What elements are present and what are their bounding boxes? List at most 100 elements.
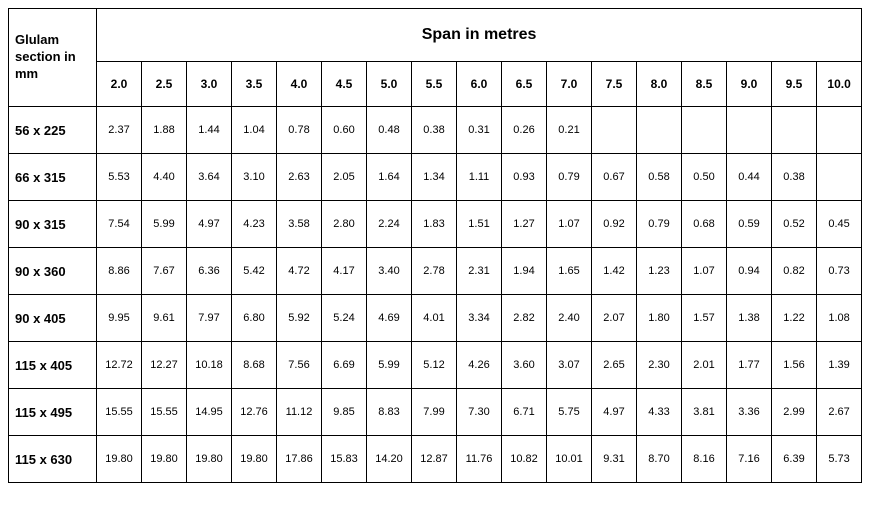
data-cell: 7.54 <box>97 201 142 248</box>
data-cell: 11.12 <box>277 389 322 436</box>
data-cell: 4.97 <box>187 201 232 248</box>
data-cell: 3.07 <box>547 342 592 389</box>
data-cell: 6.39 <box>772 436 817 483</box>
data-cell: 8.68 <box>232 342 277 389</box>
data-cell: 3.40 <box>367 248 412 295</box>
data-cell: 0.26 <box>502 107 547 154</box>
data-cell: 7.99 <box>412 389 457 436</box>
data-cell: 0.31 <box>457 107 502 154</box>
table-head: Glulam section in mm Span in metres 2.02… <box>9 9 862 107</box>
row-label: 90 x 405 <box>9 295 97 342</box>
glulam-span-table: Glulam section in mm Span in metres 2.02… <box>8 8 862 483</box>
data-cell <box>727 107 772 154</box>
data-cell: 3.81 <box>682 389 727 436</box>
data-cell: 5.75 <box>547 389 592 436</box>
data-cell: 8.16 <box>682 436 727 483</box>
table-row: 90 x 3157.545.994.974.233.582.802.241.83… <box>9 201 862 248</box>
data-cell: 9.85 <box>322 389 367 436</box>
data-cell: 0.94 <box>727 248 772 295</box>
column-header-row: 2.02.53.03.54.04.55.05.56.06.57.07.58.08… <box>9 62 862 107</box>
row-header-title: Glulam section in mm <box>9 9 97 107</box>
column-header: 4.5 <box>322 62 367 107</box>
data-cell: 1.42 <box>592 248 637 295</box>
row-label: 115 x 630 <box>9 436 97 483</box>
data-cell: 0.82 <box>772 248 817 295</box>
data-cell: 1.77 <box>727 342 772 389</box>
column-header: 2.5 <box>142 62 187 107</box>
data-cell: 0.79 <box>547 154 592 201</box>
data-cell: 12.76 <box>232 389 277 436</box>
data-cell: 2.30 <box>637 342 682 389</box>
data-cell: 4.23 <box>232 201 277 248</box>
column-header: 8.5 <box>682 62 727 107</box>
data-cell: 6.71 <box>502 389 547 436</box>
data-cell: 6.69 <box>322 342 367 389</box>
data-cell: 19.80 <box>232 436 277 483</box>
data-cell: 3.60 <box>502 342 547 389</box>
data-cell: 0.45 <box>817 201 862 248</box>
data-cell: 15.83 <box>322 436 367 483</box>
data-cell: 0.38 <box>772 154 817 201</box>
table-row: 90 x 3608.867.676.365.424.724.173.402.78… <box>9 248 862 295</box>
table-row: 115 x 63019.8019.8019.8019.8017.8615.831… <box>9 436 862 483</box>
data-cell: 0.92 <box>592 201 637 248</box>
data-cell: 5.53 <box>97 154 142 201</box>
data-cell: 1.23 <box>637 248 682 295</box>
data-cell: 0.58 <box>637 154 682 201</box>
data-cell: 14.20 <box>367 436 412 483</box>
data-cell: 1.51 <box>457 201 502 248</box>
data-cell: 12.27 <box>142 342 187 389</box>
row-label: 115 x 405 <box>9 342 97 389</box>
data-cell: 6.80 <box>232 295 277 342</box>
data-cell: 1.08 <box>817 295 862 342</box>
column-header: 7.5 <box>592 62 637 107</box>
data-cell: 9.61 <box>142 295 187 342</box>
data-cell: 2.05 <box>322 154 367 201</box>
data-cell: 1.64 <box>367 154 412 201</box>
column-header: 7.0 <box>547 62 592 107</box>
data-cell: 2.99 <box>772 389 817 436</box>
data-cell: 10.01 <box>547 436 592 483</box>
table-row: 115 x 40512.7212.2710.188.687.566.695.99… <box>9 342 862 389</box>
data-cell: 4.72 <box>277 248 322 295</box>
table-row: 90 x 4059.959.617.976.805.925.244.694.01… <box>9 295 862 342</box>
data-cell: 3.36 <box>727 389 772 436</box>
data-cell <box>592 107 637 154</box>
data-cell: 1.38 <box>727 295 772 342</box>
data-cell: 0.73 <box>817 248 862 295</box>
column-header: 8.0 <box>637 62 682 107</box>
data-cell <box>817 154 862 201</box>
column-header: 3.0 <box>187 62 232 107</box>
data-cell: 4.40 <box>142 154 187 201</box>
table-row: 66 x 3155.534.403.643.102.632.051.641.34… <box>9 154 862 201</box>
data-cell: 2.40 <box>547 295 592 342</box>
data-cell: 19.80 <box>187 436 232 483</box>
data-cell: 0.60 <box>322 107 367 154</box>
data-cell: 8.83 <box>367 389 412 436</box>
data-cell: 2.07 <box>592 295 637 342</box>
data-cell: 5.24 <box>322 295 367 342</box>
data-cell: 2.01 <box>682 342 727 389</box>
data-cell: 10.18 <box>187 342 232 389</box>
column-header: 4.0 <box>277 62 322 107</box>
data-cell: 8.70 <box>637 436 682 483</box>
data-cell: 3.34 <box>457 295 502 342</box>
row-label: 90 x 360 <box>9 248 97 295</box>
data-cell: 1.65 <box>547 248 592 295</box>
data-cell: 0.67 <box>592 154 637 201</box>
data-cell: 1.07 <box>682 248 727 295</box>
data-cell: 1.11 <box>457 154 502 201</box>
data-cell: 9.31 <box>592 436 637 483</box>
data-cell: 4.17 <box>322 248 367 295</box>
data-cell: 2.80 <box>322 201 367 248</box>
data-cell: 5.92 <box>277 295 322 342</box>
data-cell: 8.86 <box>97 248 142 295</box>
column-header: 6.5 <box>502 62 547 107</box>
data-cell: 1.22 <box>772 295 817 342</box>
data-cell: 0.50 <box>682 154 727 201</box>
data-cell: 5.99 <box>367 342 412 389</box>
column-header: 9.5 <box>772 62 817 107</box>
data-cell: 0.21 <box>547 107 592 154</box>
data-cell: 3.64 <box>187 154 232 201</box>
data-cell: 10.82 <box>502 436 547 483</box>
